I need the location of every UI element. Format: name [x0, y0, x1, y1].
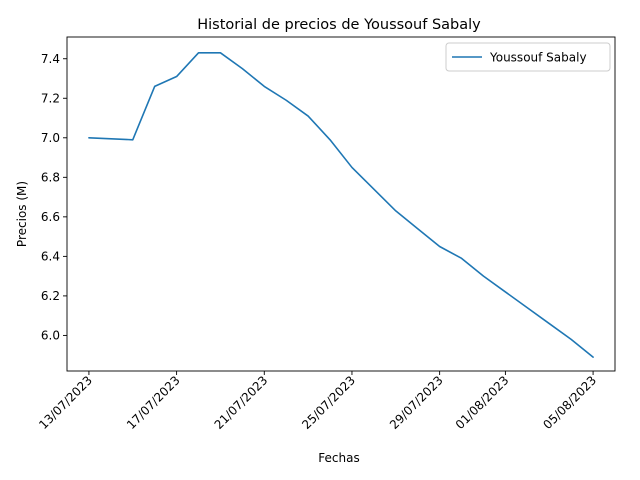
y-tick-label: 6.0 — [41, 329, 60, 343]
axes-frame — [66, 36, 616, 372]
y-tick-label: 6.4 — [41, 250, 60, 264]
y-tick-label: 7.0 — [41, 131, 60, 145]
y-tick-label: 7.4 — [41, 52, 60, 66]
legend-label-youssouf-sabaly: Youssouf Sabaly — [489, 51, 587, 65]
x-axis-label: Fechas — [318, 451, 359, 465]
y-tick-label: 7.2 — [41, 92, 60, 106]
y-axis-label: Precios (M) — [15, 181, 29, 247]
y-tick-label: 6.8 — [41, 171, 60, 185]
y-tick-label: 6.6 — [41, 210, 60, 224]
series-line-0 — [88, 52, 594, 358]
y-tick-label: 6.2 — [41, 289, 60, 303]
legend: Youssouf Sabaly — [445, 42, 611, 72]
chart-title: Historial de precios de Youssouf Sabaly — [197, 17, 481, 33]
legend-box — [445, 42, 611, 72]
plot-area — [88, 52, 594, 358]
